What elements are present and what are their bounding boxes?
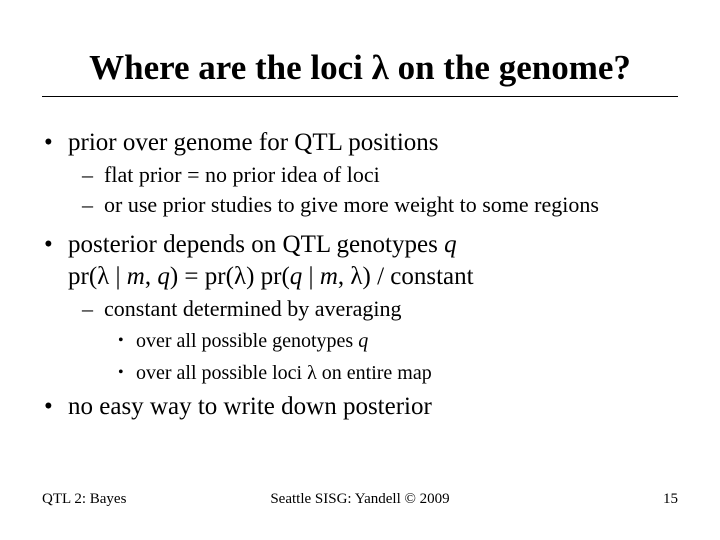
bullet-2-text: posterior depends on QTL genotypes [68, 231, 444, 258]
eq-lam3: λ [350, 263, 362, 290]
bullet-2-sub-1b-lam: λ [307, 362, 317, 384]
eq-q2: q [290, 263, 303, 290]
slide: Where are the loci λ on the genome? prio… [0, 0, 720, 540]
bullet-2-sub-1: constant determined by averaging [42, 295, 678, 323]
footer-page-number: 15 [663, 491, 678, 508]
bullet-3: no easy way to write down posterior [42, 391, 678, 423]
eq-m: m [127, 263, 145, 290]
title-lambda: λ [372, 48, 389, 87]
bullet-list: prior over genome for QTL positions flat… [42, 127, 678, 423]
bullet-1: prior over genome for QTL positions [42, 127, 678, 159]
slide-body: prior over genome for QTL positions flat… [0, 97, 720, 423]
eq-8: ) / constant [363, 263, 474, 290]
bullet-3-text: no easy way to write down posterior [68, 393, 432, 420]
title-text-post: on the genome? [389, 48, 631, 87]
bullet-1-sub-2: or use prior studies to give more weight… [42, 191, 678, 219]
bullet-1-sub-2-text: or use prior studies to give more weight… [104, 192, 599, 217]
title-text-pre: Where are the loci [89, 48, 372, 87]
eq-2: | [109, 263, 127, 290]
eq-q1: q [157, 263, 170, 290]
footer-left: QTL 2: Bayes [42, 491, 126, 508]
eq-m2: m [320, 263, 338, 290]
bullet-2-sub-1b-post: on entire map [317, 362, 432, 384]
bullet-1-sub-1-text: flat prior = no prior idea of loci [104, 162, 380, 187]
bullet-2-sub-1a-pre: over all possible genotypes [136, 330, 358, 352]
bullet-2-sub-1a-q: q [358, 330, 368, 352]
bullet-2-q: q [444, 231, 457, 258]
bullet-1-sub-1: flat prior = no prior idea of loci [42, 161, 678, 189]
slide-footer: QTL 2: Bayes Seattle SISG: Yandell © 200… [0, 491, 720, 508]
bullet-2-sub-1b: over all possible loci λ on entire map [42, 359, 678, 387]
bullet-1-text: prior over genome for QTL positions [68, 129, 439, 156]
bullet-2-sub-1b-pre: over all possible loci [136, 362, 307, 384]
eq-1: pr( [68, 263, 97, 290]
bullet-2-sub-1-text: constant determined by averaging [104, 296, 402, 321]
bullet-2: posterior depends on QTL genotypes q [42, 229, 678, 261]
slide-title: Where are the loci λ on the genome? [42, 0, 678, 96]
bullet-2-sub-1a: over all possible genotypes q [42, 327, 678, 355]
bullet-2-line-2: pr(λ | m, q) = pr(λ) pr(q | m, λ) / cons… [42, 261, 678, 293]
eq-5: ) pr( [246, 263, 290, 290]
eq-lam2: λ [234, 263, 246, 290]
eq-lam1: λ [97, 263, 109, 290]
title-container: Where are the loci λ on the genome? [42, 0, 678, 97]
eq-6: | [302, 263, 320, 290]
eq-4: ) = pr( [170, 263, 234, 290]
